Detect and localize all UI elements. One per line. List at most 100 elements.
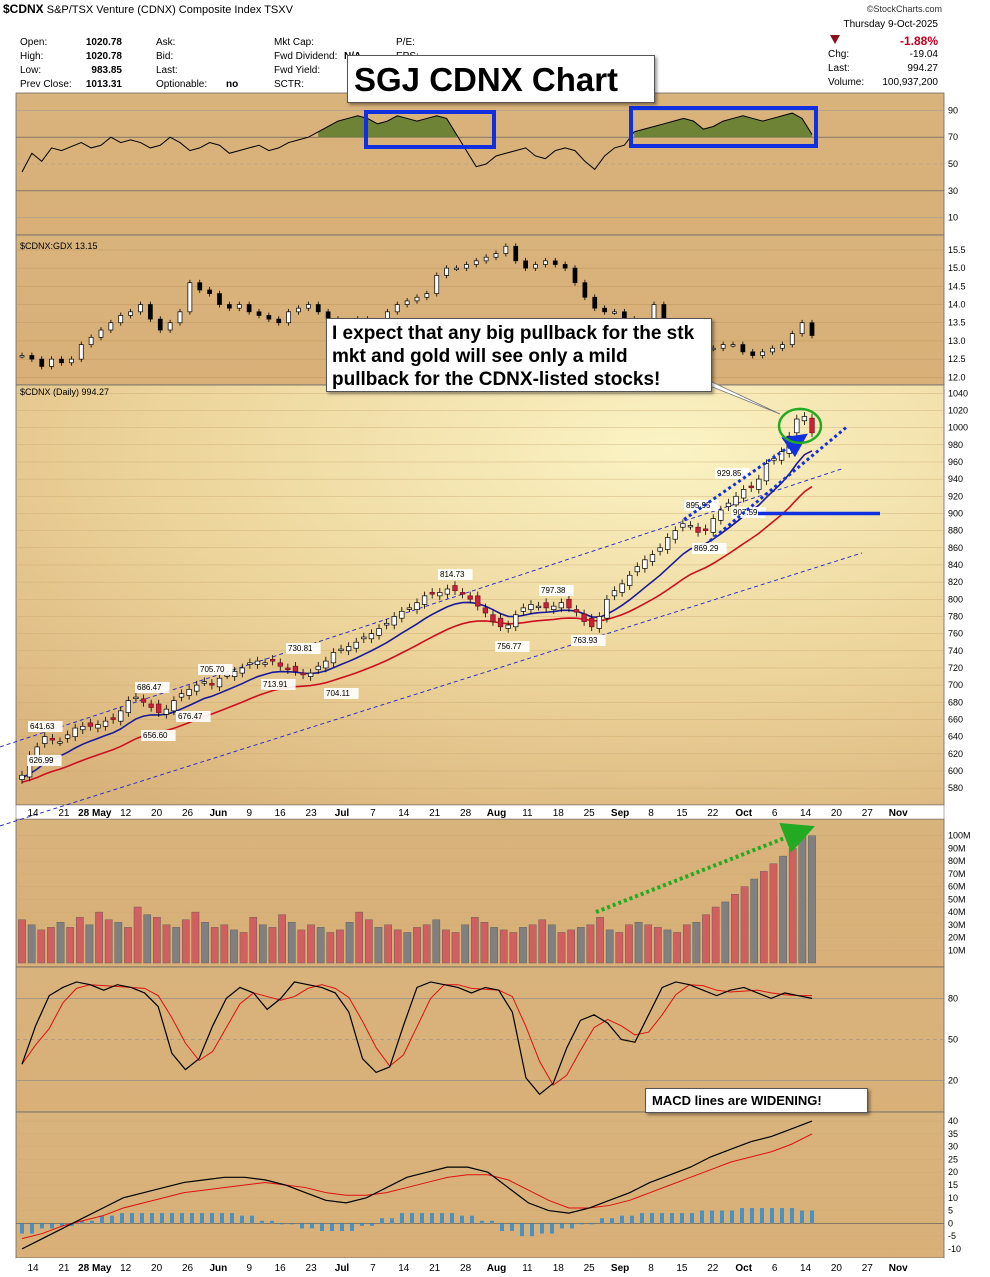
volume-bar [143, 914, 152, 964]
price-candle [657, 547, 663, 552]
macd-histogram-bar [490, 1220, 494, 1224]
date-axis-label: 23 [306, 808, 318, 819]
volume-tick-label: 20M [948, 933, 966, 943]
ratio-tick-label: 15.0 [948, 263, 966, 273]
macd-histogram-bar [110, 1215, 114, 1224]
col2-labels: Ask: Bid: Last: Optionable: [156, 37, 208, 90]
date-axis-label: 9 [247, 808, 253, 819]
col3-labels: Mkt Cap: Fwd Dividend: Fwd Yield: SCTR: [274, 37, 338, 90]
macd-histogram-bar [40, 1223, 44, 1229]
volume-tick-label: 30M [948, 920, 966, 930]
macd-histogram-bar [560, 1223, 564, 1229]
volume-bar [307, 924, 315, 964]
price-candle [133, 696, 139, 699]
macd-histogram-bar [610, 1218, 614, 1224]
price-candle [665, 537, 671, 550]
volume-bar [104, 919, 113, 964]
quote-labels: Open: High: Low: Prev Close: [20, 37, 72, 90]
chart-title: $CDNX S&P/TSX Venture (CDNX) Composite I… [3, 2, 293, 16]
volume-bar [230, 929, 238, 964]
price-label: 656.60 [143, 731, 168, 740]
ratio-candle [444, 267, 449, 276]
macd-tick-label: 25 [948, 1154, 958, 1164]
price-candle [558, 602, 564, 609]
price-label: 730.81 [288, 644, 313, 653]
macd-histogram-bar [620, 1215, 624, 1224]
watermark: ©StockCharts.com [866, 4, 942, 14]
price-candle [323, 660, 329, 669]
date-axis-label: Jul [335, 808, 350, 819]
price-tick-label: 920 [948, 491, 963, 501]
price-label: 705.70 [200, 665, 225, 674]
price-candle [672, 530, 678, 540]
ratio-candle [424, 293, 430, 298]
macd-histogram-bar [550, 1223, 554, 1234]
ratio-panel-title: $CDNX:GDX 13.15 [20, 241, 98, 251]
ratio-candle [286, 311, 291, 324]
price-tick-label: 1040 [948, 388, 968, 398]
price-candle [680, 523, 686, 528]
ratio-candle [493, 253, 499, 258]
volume-tick-label: 40M [948, 907, 966, 917]
price-tick-label: 960 [948, 457, 963, 467]
stochastic-tick-label: 80 [948, 993, 958, 1003]
macd-histogram-bar [640, 1213, 644, 1224]
macd-histogram-bar [190, 1213, 194, 1224]
macd-histogram-bar [750, 1208, 754, 1224]
volume-bar [788, 848, 797, 964]
date-axis-label: Sep [611, 808, 629, 819]
ratio-tick-label: 15.5 [948, 245, 966, 255]
macd-histogram-bar [90, 1220, 94, 1224]
macd-histogram-bar [660, 1213, 664, 1224]
macd-histogram-bar [780, 1208, 784, 1224]
volume-bar [731, 894, 739, 964]
highlight-circle [777, 407, 823, 445]
price-label-bg [571, 635, 606, 646]
change-percent: -1.88% [899, 34, 938, 48]
macd-histogram-bar [530, 1223, 534, 1237]
price-candle [110, 717, 116, 720]
ratio-candle [770, 347, 775, 353]
price-label: 907.59 [733, 508, 758, 517]
price-candle [475, 595, 481, 607]
macd-histogram-bar [230, 1213, 234, 1224]
price-candle [467, 595, 473, 600]
volume-tick-label: 60M [948, 882, 966, 892]
macd-tick-label: 10 [948, 1193, 958, 1203]
ratio-candle [789, 333, 795, 345]
macd-histogram-bar [170, 1213, 174, 1224]
volume-bar [413, 927, 421, 964]
panel-price [15, 384, 945, 806]
ratio-candle [473, 260, 479, 265]
macd-histogram-bar [590, 1223, 594, 1225]
price-candle [505, 624, 511, 629]
macd-histogram-bar [70, 1223, 74, 1226]
macd-histogram-bar [680, 1213, 684, 1224]
macd-histogram-bar [390, 1218, 394, 1224]
price-label: 869.29 [694, 544, 719, 553]
volume-bar [634, 922, 643, 964]
ratio-candle [88, 336, 94, 345]
ratio-candle [236, 304, 242, 309]
macd-histogram-bar [670, 1213, 674, 1224]
rsi-tick-label: 30 [948, 186, 958, 196]
ratio-candle [315, 304, 321, 313]
price-label-bg [141, 730, 176, 741]
volume-bar [162, 924, 171, 964]
price-candle [308, 672, 314, 677]
macd-histogram-bar [710, 1210, 714, 1224]
volume-bar [95, 911, 103, 964]
date-axis-label-bottom: 25 [584, 1263, 596, 1274]
ratio-candle [533, 264, 538, 269]
price-candle [452, 585, 458, 592]
volume-bar [625, 924, 633, 964]
price-tick-label: 740 [948, 646, 963, 656]
macd-histogram-bar [510, 1223, 514, 1231]
price-candle [801, 416, 808, 422]
volume-bar [210, 927, 219, 964]
price-candle [57, 741, 63, 744]
volume-tick-label: 100M [948, 831, 971, 841]
price-label-bg [715, 468, 750, 479]
macd-tick-label: 30 [948, 1142, 958, 1152]
price-tick-label: 680 [948, 697, 963, 707]
